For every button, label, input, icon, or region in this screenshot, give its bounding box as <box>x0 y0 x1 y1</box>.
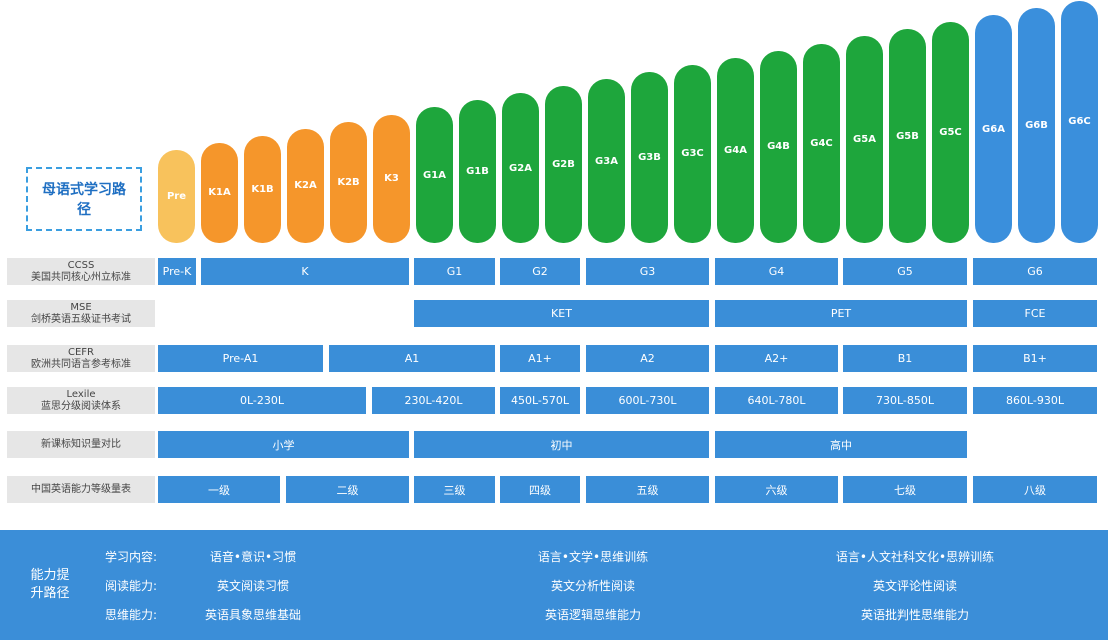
row-label: 中国英语能力等级量表 <box>7 476 155 503</box>
row-name: 美国共同核心州立标准 <box>31 271 131 283</box>
row-cell: PET <box>715 300 967 327</box>
row-name: 欧洲共同语言参考标准 <box>31 358 131 370</box>
row-cell: Pre-K <box>158 258 196 285</box>
level-pill: K2B <box>330 121 367 243</box>
level-pill: G4C <box>803 43 840 243</box>
footer-item: 语音•意识•习惯 <box>209 549 297 564</box>
row-label: CEFR 欧洲共同语言参考标准 <box>7 345 155 372</box>
row-cell: G5 <box>843 258 967 285</box>
row-cell: K <box>201 258 409 285</box>
row-code: CCSS <box>67 259 95 271</box>
row-label: CCSS 美国共同核心州立标准 <box>7 258 155 285</box>
row-cell: 0L-230L <box>158 387 366 414</box>
row-code: MSE <box>70 301 92 313</box>
level-pill: G6A <box>975 15 1012 243</box>
level-pill: G5B <box>889 29 926 243</box>
level-pill: Pre <box>158 150 195 243</box>
row-cell: 450L-570L <box>500 387 580 414</box>
level-pill: G4A <box>717 57 754 243</box>
footer-item: 英语批判性思维能力 <box>860 607 969 622</box>
level-pill: G5C <box>932 22 969 243</box>
row-cell: 高中 <box>715 431 967 458</box>
row-cell: 860L-930L <box>973 387 1097 414</box>
row-cell: 五级 <box>586 476 709 503</box>
row-label: Lexile 蓝思分级阅读体系 <box>7 387 155 414</box>
level-pill: G3A <box>588 79 625 243</box>
row-cell: KET <box>414 300 709 327</box>
level-pill: G3C <box>674 64 711 243</box>
footer-item: 英文分析性阅读 <box>550 578 635 593</box>
level-pill: G6C <box>1061 0 1098 243</box>
level-pill: K1B <box>244 135 281 243</box>
level-pill: K1A <box>201 142 238 243</box>
row-cell: A1+ <box>500 345 580 372</box>
row-cell: B1 <box>843 345 967 372</box>
row-cell: 七级 <box>843 476 967 503</box>
row-cell: G6 <box>973 258 1097 285</box>
level-pill: G1A <box>416 107 453 243</box>
footer-item: 语言•文学•思维训练 <box>537 549 649 564</box>
row-cell: G1 <box>414 258 495 285</box>
row-cell: A2 <box>586 345 709 372</box>
footer-item: 英语逻辑思维能力 <box>544 607 641 622</box>
row-cell: 二级 <box>286 476 409 503</box>
row-cell: 初中 <box>414 431 709 458</box>
footer-label: 阅读能力: <box>105 578 158 593</box>
level-pill: G2B <box>545 86 582 243</box>
level-pill: G5A <box>846 36 883 243</box>
level-pill: G4B <box>760 50 797 243</box>
footer-item: 英文评论性阅读 <box>872 578 957 593</box>
row-name: 新课标知识量对比 <box>41 438 121 450</box>
footer-item: 英语具象思维基础 <box>204 607 301 622</box>
footer-item: 英文阅读习惯 <box>216 578 289 593</box>
row-cell: Pre-A1 <box>158 345 323 372</box>
row-cell: 小学 <box>158 431 409 458</box>
row-cell: 八级 <box>973 476 1097 503</box>
row-cell: G4 <box>715 258 838 285</box>
level-pill: K3 <box>373 114 410 243</box>
footer-label: 思维能力: <box>105 607 158 622</box>
footer-band <box>0 530 1108 640</box>
row-name: 蓝思分级阅读体系 <box>41 400 121 412</box>
row-cell: 230L-420L <box>372 387 495 414</box>
level-pill: K2A <box>287 128 324 243</box>
row-name: 剑桥英语五级证书考试 <box>31 313 131 325</box>
footer-title: 能力提升路径 <box>30 568 70 601</box>
level-pill: G1B <box>459 100 496 243</box>
row-cell: 640L-780L <box>715 387 838 414</box>
row-name: 中国英语能力等级量表 <box>31 483 131 495</box>
level-pill: G6B <box>1018 8 1055 243</box>
row-cell: 600L-730L <box>586 387 709 414</box>
row-cell: G3 <box>586 258 709 285</box>
row-cell: 一级 <box>158 476 280 503</box>
row-cell: FCE <box>973 300 1097 327</box>
row-cell: G2 <box>500 258 580 285</box>
footer-label: 学习内容: <box>105 549 158 564</box>
row-cell: A2+ <box>715 345 838 372</box>
level-pill: G3B <box>631 71 668 243</box>
row-code: CEFR <box>67 346 94 358</box>
row-cell: B1+ <box>973 345 1097 372</box>
row-cell: 四级 <box>500 476 580 503</box>
footer-item: 语言•人文社科文化•思辨训练 <box>835 549 995 564</box>
row-label: 新课标知识量对比 <box>7 431 155 458</box>
row-cell: 六级 <box>715 476 838 503</box>
row-code: Lexile <box>66 388 96 400</box>
header-title: 母语式学习路径 <box>26 167 142 231</box>
level-pill: G2A <box>502 93 539 243</box>
row-cell: 三级 <box>414 476 495 503</box>
row-label: MSE 剑桥英语五级证书考试 <box>7 300 155 327</box>
row-cell: A1 <box>329 345 495 372</box>
row-cell: 730L-850L <box>843 387 967 414</box>
